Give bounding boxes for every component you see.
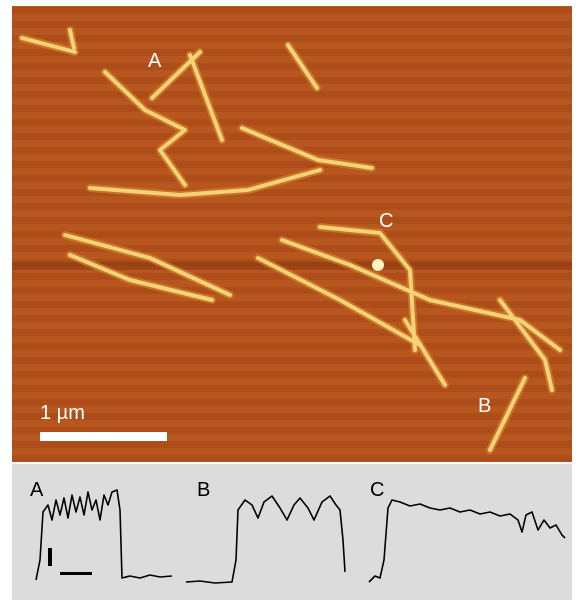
profile-label: C (370, 479, 384, 501)
fibril-label: C (379, 210, 393, 232)
profile-panel (12, 464, 572, 600)
fibril-label: A (148, 50, 162, 72)
fibril-label: B (478, 395, 491, 417)
scale-bar-label: 1 µm (40, 402, 85, 424)
figure: A C B 1 µm A B C (0, 0, 581, 604)
scale-bar (40, 432, 167, 441)
afm-image (12, 6, 572, 462)
profile-label: A (30, 479, 44, 501)
profile-label: B (197, 479, 210, 501)
